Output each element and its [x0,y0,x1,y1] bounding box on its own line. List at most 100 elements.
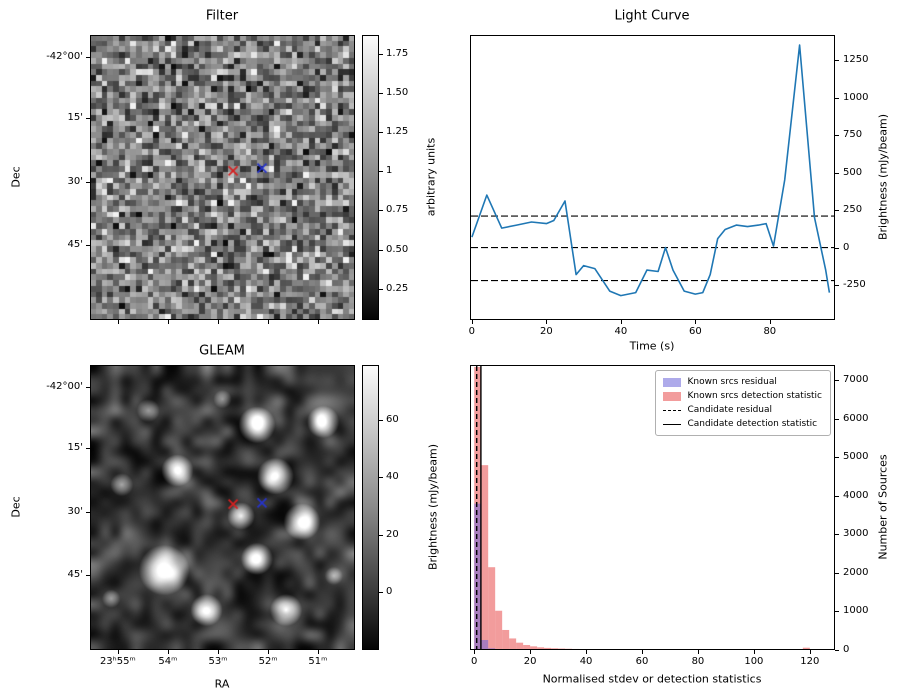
histogram-xlabel: Normalised stdev or detection statistics [542,672,762,686]
dec-tick-label: -42°00' [46,380,83,392]
legend-item-0: Known srcs residual [663,375,822,389]
histogram-ylabel: Number of Sources [876,454,890,560]
stat-tick-label: 60 [635,656,649,667]
histogram-plot [470,365,836,650]
light-curve-line [471,44,831,297]
gleam-colorbar-tick-label: 40 [386,471,399,483]
gleam-colorbar-tick-label: 20 [386,528,399,540]
tick-mark [117,320,119,324]
filter-colorbar [362,35,379,320]
tick-mark [268,320,270,324]
histogram-bar [495,610,503,650]
histogram-bar [481,639,489,650]
tick-mark [379,592,383,594]
legend-item-1: Known srcs detection statistic [663,389,822,403]
brightness-tick-label: -250 [843,279,866,291]
filter-colorbar-label: arbitrary units [424,137,438,217]
count-tick-label: 6000 [843,412,869,424]
count-tick-label: 5000 [843,451,869,463]
tick-mark [753,650,755,654]
light-curve-ylabel: Brightness (mJy/beam) [876,113,890,241]
filter-ylabel: Dec [9,166,23,188]
tick-mark [86,182,90,184]
time-tick-label: 20 [539,326,553,337]
tick-mark [474,650,476,654]
time-tick-label: 80 [763,326,777,337]
light-curve-plot [470,35,835,320]
dec-tick-label: 15' [67,111,83,123]
ra-tick-label: 53ᵐ [208,656,228,667]
stat-tick-label: 20 [523,656,537,667]
histogram-axes-border [470,365,835,650]
tick-mark [835,247,839,249]
count-tick-label: 7000 [843,374,869,386]
tick-mark [379,53,383,55]
tick-mark [835,60,839,62]
histogram-bar [488,567,496,650]
histogram-bar [481,465,489,650]
time-tick-label: 40 [614,326,628,337]
legend-label: Candidate residual [687,405,773,415]
histogram-bar [530,646,538,650]
filter-colorbar-tick-label: 1 [386,165,393,177]
dec-tick-label: 45' [67,569,83,581]
tick-mark [86,245,90,247]
histogram-bar [474,503,482,650]
tick-mark [317,650,319,654]
ra-tick-label: 51ᵐ [308,656,328,667]
tick-mark [835,650,839,651]
ra-tick-label: 23ʰ55ᵐ [99,656,136,667]
tick-mark [835,457,839,459]
tick-mark [769,320,771,324]
dec-tick-label: 30' [67,176,83,188]
dec-tick-label: 45' [67,239,83,251]
histogram-bar [802,647,810,650]
tick-mark [217,650,219,654]
tick-mark [835,172,839,174]
dec-tick-label: -42°00' [46,50,83,62]
histogram-bar [523,644,531,650]
gleam-xlabel: RA [214,677,230,691]
tick-mark [379,419,383,421]
tick-mark [835,534,839,536]
count-tick-label: 0 [843,644,850,655]
legend-label: Known srcs detection statistic [687,391,822,401]
time-tick-label: 60 [688,326,702,337]
stat-tick-label: 80 [691,656,705,667]
tick-mark [835,611,839,613]
count-tick-label: 1000 [843,605,869,617]
tick-mark [835,135,839,137]
tick-mark [586,650,588,654]
stat-tick-label: 0 [471,656,478,667]
legend-line-icon [663,423,682,425]
tick-mark [379,210,383,212]
histogram-bar [502,629,510,650]
time-tick-label: 0 [468,326,476,337]
tick-mark [167,650,169,654]
tick-mark [317,320,319,324]
brightness-tick-label: 1000 [843,91,869,103]
tick-mark [835,97,839,99]
histogram-legend: Known srcs residual Known srcs detection … [655,370,831,436]
dec-tick-label: 30' [67,506,83,518]
filter-colorbar-tick-label: 0.50 [386,243,409,255]
light-curve-title: Light Curve [614,8,690,24]
stat-tick-label: 40 [579,656,593,667]
tick-mark [835,418,839,420]
gleam-ylabel: Dec [9,496,23,518]
count-tick-label: 4000 [843,489,869,501]
light-curve-axes-border [470,35,835,320]
brightness-tick-label: 250 [843,204,863,216]
count-tick-label: 3000 [843,528,869,540]
filter-colorbar-tick-label: 1.50 [386,86,409,98]
tick-mark [379,534,383,536]
brightness-tick-label: 0 [843,241,850,253]
tick-mark [379,92,383,94]
tick-mark [697,650,699,654]
filter-colorbar-tick-label: 1.25 [386,126,409,138]
ra-tick-label: 52ᵐ [258,656,278,667]
gleam-colorbar-label: Brightness (mJy/beam) [426,443,440,571]
histogram-bar [516,642,524,650]
tick-mark [642,650,643,654]
